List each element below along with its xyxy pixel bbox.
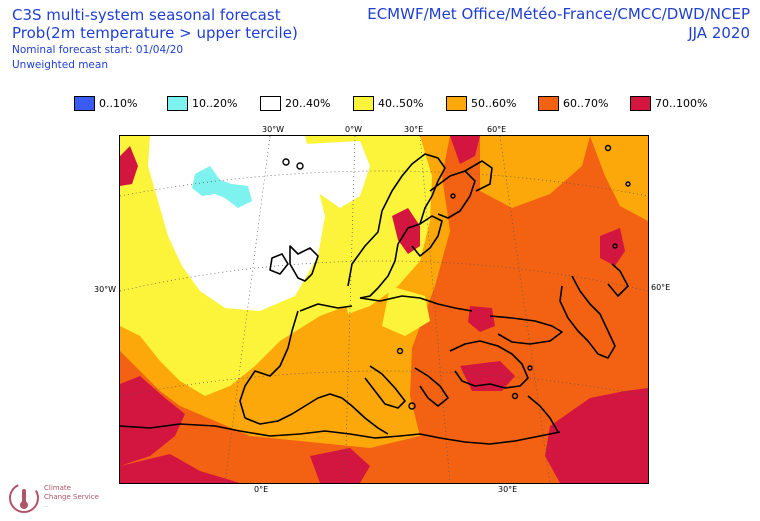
prob-70-100-region xyxy=(450,136,480,164)
legend-label: 50..60% xyxy=(471,96,517,110)
legend: 0..10% 10..20% 20..40% 40..50% 50..60% 6… xyxy=(0,95,760,113)
legend-swatch xyxy=(538,95,559,111)
graticule-label-left: 30°W xyxy=(94,285,117,294)
forecast-centres: ECMWF/Met Office/Météo-France/CMCC/DWD/N… xyxy=(367,5,750,23)
legend-item: 10..20% xyxy=(167,95,237,111)
legend-label: 0..10% xyxy=(99,96,138,110)
legend-label: 60..70% xyxy=(563,96,609,110)
logo-mark xyxy=(9,483,39,513)
legend-item: 70..100% xyxy=(630,95,707,111)
graticule-label-right: 60°E xyxy=(651,283,671,292)
prob-70-100-region xyxy=(468,306,495,332)
header-left: C3S multi-system seasonal forecast Prob(… xyxy=(12,6,298,73)
prob-70-100-region xyxy=(120,376,185,466)
map-title: C3S multi-system seasonal forecast xyxy=(12,6,281,24)
legend-item: 40..50% xyxy=(353,95,423,111)
islands xyxy=(282,144,631,410)
map-subtitle: Prob(2m temperature > upper tercile) xyxy=(12,24,298,42)
prob-70-100-region xyxy=(120,146,138,186)
prob-70-100-region xyxy=(460,361,515,391)
graticule-label-top: 30°E xyxy=(404,125,424,134)
header-right: ECMWF/Met Office/Météo-France/CMCC/DWD/N… xyxy=(367,5,750,43)
logo-line-1: Climate xyxy=(44,484,71,492)
legend-swatch xyxy=(260,95,281,111)
graticule-label-top: 0°W xyxy=(345,125,362,134)
logo-line-3: ... xyxy=(44,503,49,509)
legend-label: 70..100% xyxy=(655,96,708,110)
prob-70-100-region xyxy=(120,454,240,483)
legend-swatch xyxy=(353,95,374,111)
legend-swatch xyxy=(74,95,95,111)
legend-item: 60..70% xyxy=(538,95,608,111)
legend-label: 10..20% xyxy=(192,96,238,110)
probability-map xyxy=(119,135,649,484)
copernicus-logo: Climate Change Service ... xyxy=(6,478,116,518)
legend-label: 40..50% xyxy=(378,96,424,110)
prob-70-100-region xyxy=(545,388,648,483)
graticule-label-bottom: 30°E xyxy=(498,485,518,494)
logo-text: Climate Change Service ... xyxy=(44,484,99,511)
logo-line-2: Change Service xyxy=(44,493,99,501)
graticule-label-top: 30°W xyxy=(262,125,285,134)
prob-20-40-region xyxy=(148,136,325,311)
legend-label: 20..40% xyxy=(285,96,331,110)
forecast-start: Nominal forecast start: 01/04/20 xyxy=(12,44,184,56)
forecast-season: JJA 2020 xyxy=(688,24,750,42)
legend-swatch xyxy=(446,95,467,111)
legend-swatch xyxy=(630,95,651,111)
legend-item: 50..60% xyxy=(446,95,516,111)
legend-item: 20..40% xyxy=(260,95,330,111)
graticule-label-bottom: 0°E xyxy=(254,485,269,494)
prob-20-40-region xyxy=(270,141,370,208)
legend-swatch xyxy=(167,95,188,111)
coastlines xyxy=(120,153,629,445)
graticule-label-top: 60°E xyxy=(487,125,507,134)
prob-70-100-region xyxy=(310,448,370,483)
prob-50-60-region xyxy=(590,136,648,221)
mean-type: Unweighted mean xyxy=(12,59,108,71)
prob-50-60-region xyxy=(480,136,590,208)
legend-item: 0..10% xyxy=(74,95,137,111)
graticule xyxy=(120,136,648,483)
prob-10-20-region xyxy=(192,166,252,208)
